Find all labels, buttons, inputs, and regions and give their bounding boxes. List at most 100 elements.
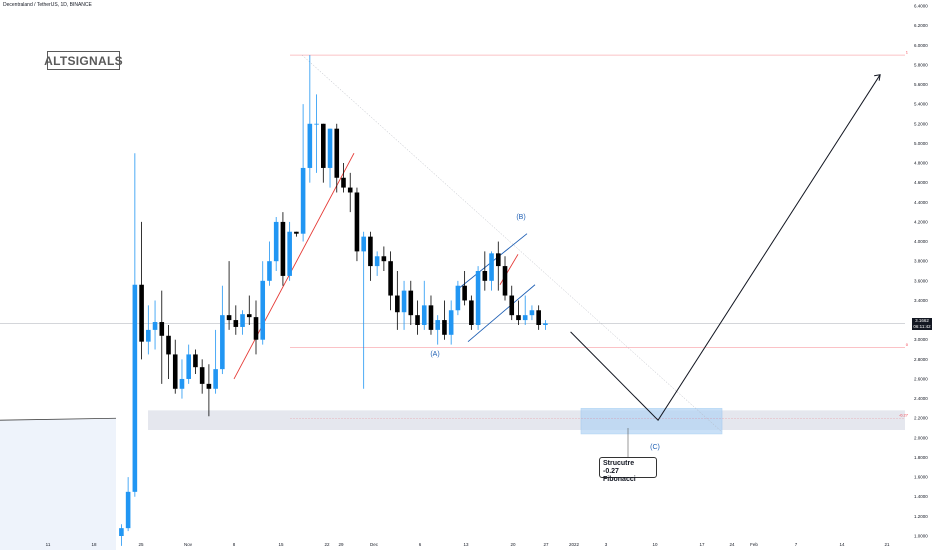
current-price-value: 3.1662 xyxy=(915,318,929,323)
y-tick-label: 5.2000 xyxy=(914,121,928,126)
candle-body xyxy=(529,310,535,316)
candle-body xyxy=(455,285,461,311)
y-tick-label: 2.8000 xyxy=(914,357,928,362)
y-tick-label: 2.4000 xyxy=(914,396,928,401)
candle-body xyxy=(294,231,299,234)
y-tick-label: 3.0000 xyxy=(914,337,928,342)
y-tick-label: 1.0000 xyxy=(914,534,928,539)
candle-body xyxy=(199,367,205,384)
y-tick-label: 4.6000 xyxy=(914,180,928,185)
candle-body xyxy=(509,295,515,316)
y-tick-label: 5.6000 xyxy=(914,82,928,87)
x-tick-label: 22 xyxy=(324,542,330,547)
wave-b-label: (B) xyxy=(516,214,525,221)
projection-arrowhead xyxy=(874,74,881,81)
red-trendline-small xyxy=(499,254,519,285)
candle-body xyxy=(132,284,138,492)
x-tick-label: 7 xyxy=(795,542,798,547)
note-line-1: Strucutre xyxy=(603,460,635,467)
y-tick-label: 2.6000 xyxy=(914,376,928,381)
candle-body xyxy=(516,315,521,321)
candle-body xyxy=(448,310,454,335)
candle-body xyxy=(469,300,474,325)
red-trendline xyxy=(233,153,355,380)
x-tick-label: Feb xyxy=(750,542,758,547)
candle-body xyxy=(172,354,178,389)
candle-body xyxy=(401,290,407,313)
candle-body xyxy=(408,290,414,316)
x-tick-label: 8 xyxy=(233,542,236,547)
x-tick-label: 13 xyxy=(463,542,469,547)
y-tick-label: 1.2000 xyxy=(914,514,928,519)
wedge-lower-line xyxy=(467,284,536,343)
candle-body xyxy=(502,266,508,296)
target-zone xyxy=(580,408,723,435)
candle-body xyxy=(442,320,447,335)
x-tick-label: 24 xyxy=(729,542,735,547)
fib-label-ext: -0.27 xyxy=(899,413,909,418)
candle-body xyxy=(300,167,306,234)
candle-body xyxy=(475,271,481,325)
candle-body xyxy=(179,378,185,389)
candle-body xyxy=(462,285,467,301)
candle-body xyxy=(421,305,427,325)
candle-body xyxy=(166,335,171,355)
candle-body xyxy=(341,177,346,188)
x-tick-label: 27 xyxy=(543,542,549,547)
candle-body xyxy=(267,261,272,281)
fib-diagonal xyxy=(301,54,723,433)
x-tick-label: 10 xyxy=(652,542,658,547)
candle-body xyxy=(246,314,252,318)
structure-note: Strucutre -0.27 Fibonacci xyxy=(599,457,657,483)
y-tick-label: 2.0000 xyxy=(914,435,928,440)
y-tick-label: 6.4000 xyxy=(914,4,928,9)
candle-body xyxy=(307,123,313,168)
x-tick-label: 11 xyxy=(46,542,51,547)
fib-label-1: 1 xyxy=(906,50,909,55)
candle-body xyxy=(206,383,212,389)
projection-path xyxy=(570,74,881,421)
candle-body xyxy=(280,221,286,276)
candle-body xyxy=(273,221,279,262)
x-tick-label: 18 xyxy=(91,542,97,547)
candle-body xyxy=(213,369,218,389)
x-tick-label: 3 xyxy=(605,542,608,547)
candle-body xyxy=(193,354,198,368)
candle-body xyxy=(482,271,488,281)
candle-body xyxy=(220,315,225,370)
candle-body xyxy=(186,354,191,379)
x-tick-label: Dec xyxy=(370,542,379,547)
x-tick-label: 29 xyxy=(338,542,344,547)
candle-body xyxy=(388,261,393,296)
y-tick-label: 3.4000 xyxy=(914,298,928,303)
candle-body xyxy=(226,315,232,321)
wave-c-label: (C) xyxy=(650,444,660,451)
candle-body xyxy=(146,329,151,342)
y-tick-label: 4.2000 xyxy=(914,219,928,224)
y-tick-label: 5.0000 xyxy=(914,141,928,146)
fib-label-0: 0 xyxy=(906,342,909,347)
left-trend-line xyxy=(0,417,117,421)
candle-body xyxy=(415,315,420,325)
y-tick-label: 1.8000 xyxy=(914,455,928,460)
y-tick-label: 1.4000 xyxy=(914,494,928,499)
x-tick-label: Nov xyxy=(184,542,193,547)
candle-timer: 06:11:42 xyxy=(913,323,931,329)
x-tick-label: 25 xyxy=(138,542,144,547)
candle-body xyxy=(125,491,131,529)
x-tick-label: 21 xyxy=(884,542,890,547)
candle-body xyxy=(374,256,380,267)
y-tick-label: 2.2000 xyxy=(914,416,928,421)
left-shaded-area xyxy=(0,418,116,550)
y-tick-label: 5.4000 xyxy=(914,102,928,107)
candle-body xyxy=(119,528,124,536)
y-tick-label: 5.8000 xyxy=(914,62,928,67)
note-line-2: -0.27 Fibonacci xyxy=(603,468,636,483)
candle-body xyxy=(159,322,165,336)
candle-body xyxy=(522,315,528,321)
candle-body xyxy=(240,314,245,327)
x-tick-label: 2022 xyxy=(569,542,580,547)
candle-body xyxy=(435,320,441,330)
x-tick-label: 6 xyxy=(419,542,422,547)
